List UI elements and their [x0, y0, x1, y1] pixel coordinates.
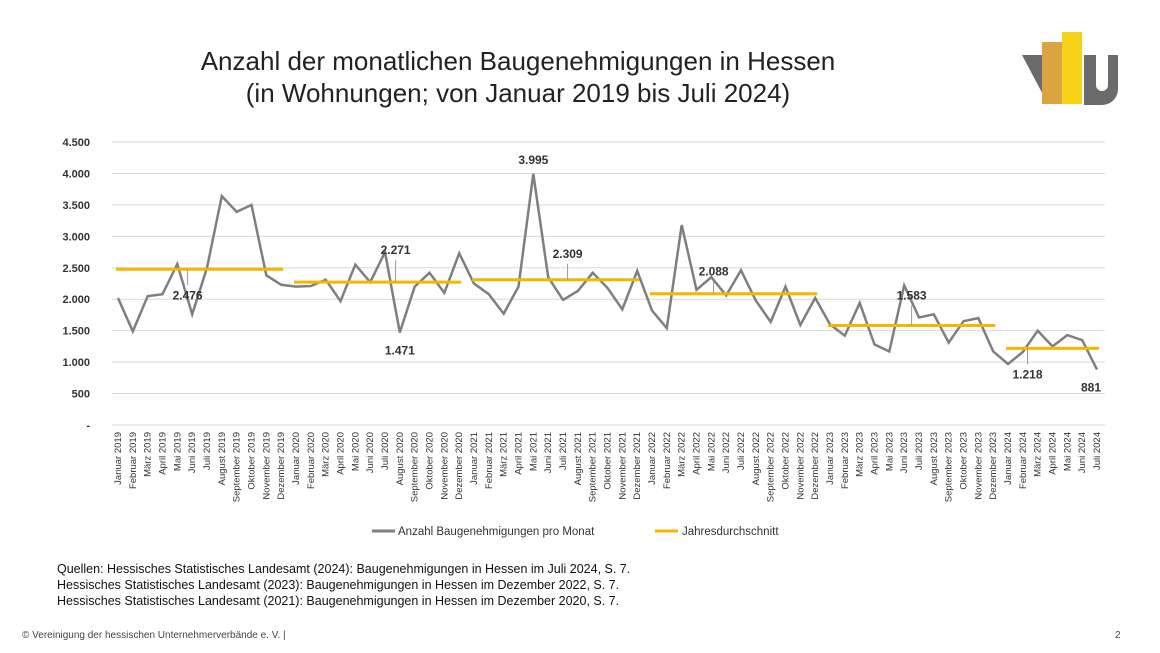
x-tick-label: April 2021: [514, 432, 525, 475]
x-tick-label: Februar 2019: [128, 432, 139, 489]
x-tick-label: November 2021: [617, 432, 628, 500]
data-line: [116, 173, 1099, 371]
data-label: 1.471: [385, 343, 415, 357]
x-tick-label: Mai 2022: [706, 432, 717, 471]
x-tick-label: April 2023: [870, 432, 881, 475]
x-tick-label: August 2021: [573, 432, 584, 485]
x-tick-label: April 2019: [158, 432, 169, 475]
chart-title: Anzahl der monatlichen Baugenehmigungen …: [201, 46, 836, 76]
x-tick-label: Februar 2022: [662, 432, 673, 489]
x-tick-label: Januar 2020: [291, 432, 302, 485]
x-tick-label: März 2021: [499, 432, 510, 477]
x-tick-label: September 2019: [232, 432, 243, 502]
source-line: Hessisches Statistisches Landesamt (2023…: [57, 578, 619, 592]
y-tick-label: -: [86, 420, 90, 432]
y-tick-label: 4.000: [62, 168, 90, 180]
x-tick-label: Dezember 2022: [810, 432, 821, 500]
y-tick-label: 1.500: [62, 326, 90, 338]
x-tick-label: Juni 2024: [1077, 432, 1088, 473]
y-tick-label: 1.000: [62, 357, 90, 369]
x-tick-label: September 2020: [410, 432, 421, 502]
x-tick-label: Oktober 2021: [603, 432, 614, 490]
x-tick-label: Oktober 2020: [425, 432, 436, 490]
x-tick-label: Oktober 2022: [781, 432, 792, 490]
x-tick-label: Dezember 2019: [276, 432, 287, 500]
x-tick-label: Juli 2022: [736, 432, 747, 470]
x-tick-label: Mai 2021: [528, 432, 539, 471]
x-tick-label: April 2022: [692, 432, 703, 475]
chart-subtitle: (in Wohnungen; von Januar 2019 bis Juli …: [246, 78, 790, 108]
y-tick-label: 4.500: [62, 137, 90, 149]
x-tick-label: Oktober 2023: [959, 432, 970, 490]
x-tick-label: April 2020: [336, 432, 347, 475]
y-tick-label: 2.500: [62, 263, 90, 275]
x-tick-label: Januar 2023: [825, 432, 836, 485]
x-tick-label: Juni 2019: [187, 432, 198, 473]
average-label: 1.583: [897, 288, 927, 302]
x-tick-label: März 2024: [1033, 432, 1044, 477]
x-tick-label: April 2024: [1048, 432, 1059, 475]
x-tick-label: September 2021: [588, 432, 599, 502]
x-tick-label: Juli 2020: [380, 432, 391, 470]
x-tick-label: März 2023: [855, 432, 866, 477]
data-label: 3.995: [518, 153, 548, 167]
footer: © Vereinigung der hessischen Unternehmer…: [22, 630, 286, 641]
x-tick-label: Juni 2023: [899, 432, 910, 473]
data-label: 881: [1081, 381, 1101, 395]
x-tick-label: Juni 2020: [365, 432, 376, 473]
average-label: 2.088: [699, 265, 729, 279]
page-number: 2: [1115, 630, 1121, 641]
x-tick-label: Juni 2022: [721, 432, 732, 473]
logo: [1022, 32, 1118, 105]
x-tick-label: August 2022: [751, 432, 762, 485]
x-tick-label: Dezember 2023: [988, 432, 999, 500]
y-tick-label: 500: [72, 389, 90, 401]
x-tick-label: November 2020: [439, 432, 450, 500]
x-tick-label: Januar 2024: [1003, 432, 1014, 485]
x-tick-label: November 2023: [973, 432, 984, 500]
x-tick-label: Mai 2019: [172, 432, 183, 471]
x-tick-label: Juli 2019: [202, 432, 213, 470]
x-tick-label: September 2023: [944, 432, 955, 502]
x-tick-label: Februar 2020: [306, 432, 317, 489]
x-tick-label: Juli 2023: [914, 432, 925, 470]
average-label: 2.476: [173, 288, 203, 302]
y-tick-label: 3.000: [62, 231, 90, 243]
x-tick-label: November 2019: [261, 432, 272, 500]
x-tick-label: August 2019: [217, 432, 228, 485]
x-tick-label: März 2019: [143, 432, 154, 477]
x-tick-label: Mai 2024: [1062, 432, 1073, 471]
x-tick-label: Februar 2023: [840, 432, 851, 489]
x-tick-label: September 2022: [766, 432, 777, 502]
x-tick-label: Dezember 2020: [454, 432, 465, 500]
x-tick-label: Oktober 2019: [247, 432, 258, 490]
x-tick-label: Juli 2021: [558, 432, 569, 470]
x-tick-label: Februar 2024: [1018, 432, 1029, 489]
source-line: Hessisches Statistisches Landesamt (2021…: [57, 594, 619, 608]
x-tick-label: Juli 2024: [1092, 432, 1103, 470]
source-line: Quellen: Hessisches Statistisches Landes…: [57, 562, 630, 576]
y-tick-label: 2.000: [62, 294, 90, 306]
x-tick-label: Mai 2020: [350, 432, 361, 471]
x-tick-label: August 2020: [395, 432, 406, 485]
x-tick-label: Februar 2021: [484, 432, 495, 489]
x-tick-label: August 2023: [929, 432, 940, 485]
average-label: 2.271: [381, 243, 411, 257]
legend-label: Anzahl Baugenehmigungen pro Monat: [398, 526, 595, 538]
x-tick-label: Dezember 2021: [632, 432, 643, 500]
x-tick-label: Januar 2022: [647, 432, 658, 485]
x-tick-label: Juni 2021: [543, 432, 554, 473]
y-tick-label: 3.500: [62, 200, 90, 212]
x-tick-label: November 2022: [795, 432, 806, 500]
x-tick-label: Januar 2019: [113, 432, 124, 485]
legend-label: Jahresdurchschnitt: [682, 526, 779, 538]
x-tick-label: März 2020: [321, 432, 332, 477]
x-tick-label: Januar 2021: [469, 432, 480, 485]
x-tick-label: März 2022: [677, 432, 688, 477]
x-tick-label: Mai 2023: [884, 432, 895, 471]
average-label: 1.218: [1012, 367, 1042, 381]
average-label: 2.309: [553, 247, 583, 261]
